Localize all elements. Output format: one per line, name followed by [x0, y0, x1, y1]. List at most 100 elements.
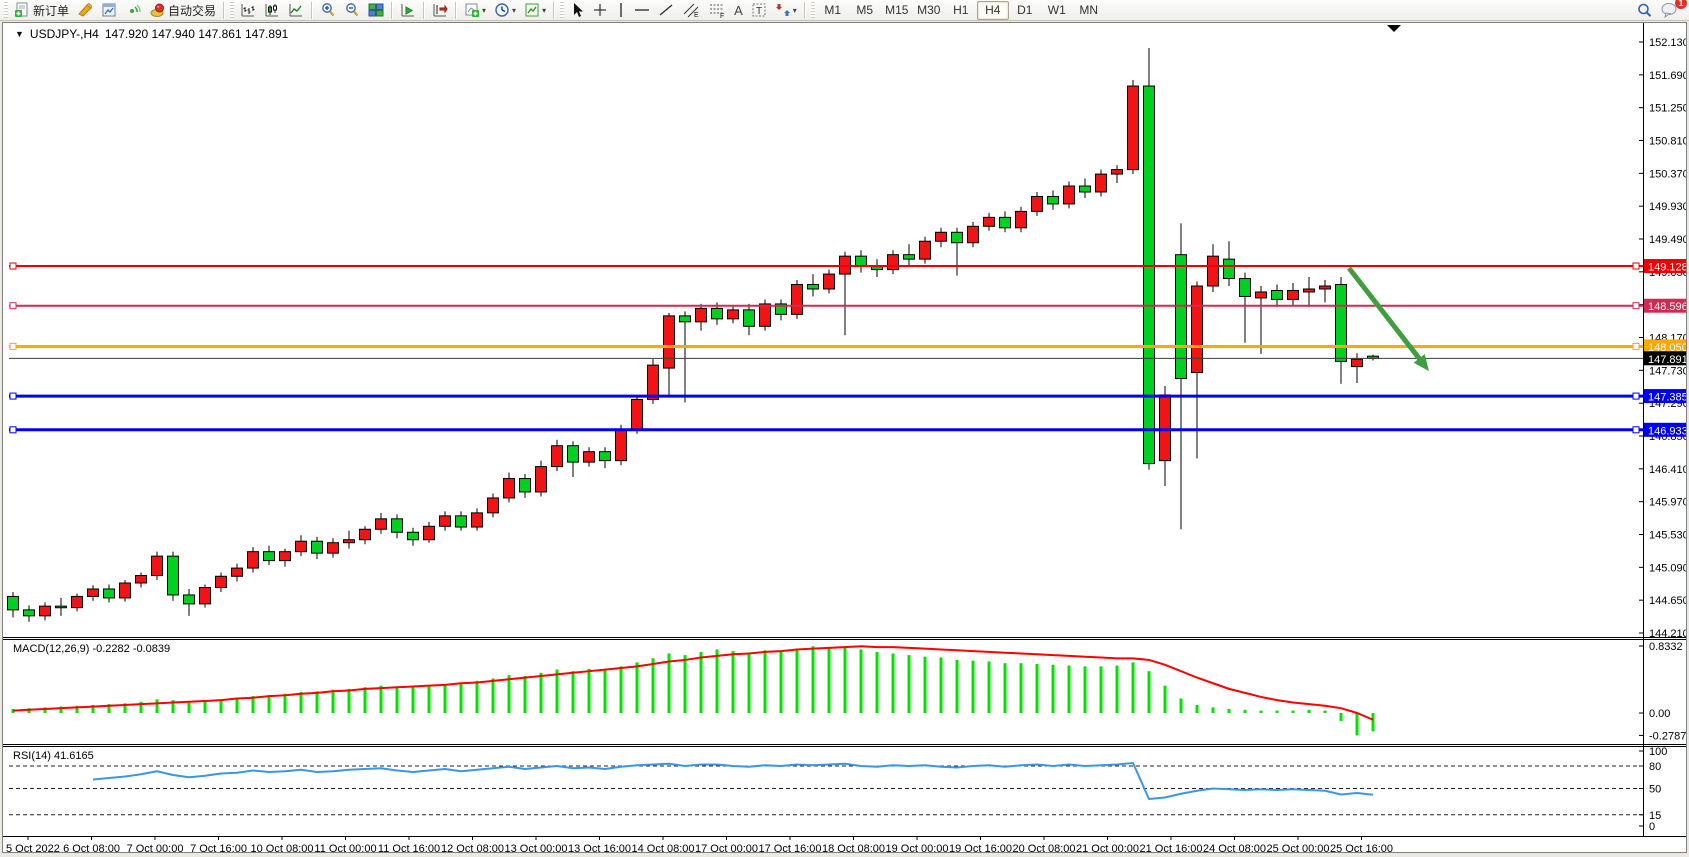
arrows-icon [775, 2, 791, 18]
hline-handle[interactable] [1632, 302, 1640, 310]
macd-axis-label: -0.2787 [1649, 730, 1686, 742]
toolbar-grip[interactable] [4, 2, 8, 18]
time-tick-label: 7 Oct 00:00 [127, 843, 184, 852]
timeframe-button-h4[interactable]: H4 [976, 0, 1009, 20]
toolbar-grip[interactable] [810, 2, 815, 18]
hline-handle[interactable] [9, 262, 17, 270]
chart-shift-button[interactable] [428, 0, 452, 21]
candle-up [695, 307, 707, 323]
text-button[interactable]: A [730, 0, 747, 21]
charts-window-button[interactable] [97, 0, 121, 21]
auto-trading-button[interactable]: 自动交易 [145, 0, 220, 21]
candle-down [311, 540, 323, 554]
fibonacci-button[interactable]: F [704, 0, 730, 21]
line-chart-button[interactable] [284, 0, 308, 21]
chart-window: ▼ USDJPY-,H4 147.920 147.940 147.861 147… [2, 22, 1687, 853]
candle-down [1047, 195, 1059, 205]
vertical-line-button[interactable] [612, 0, 630, 21]
periods-button[interactable]: ▾ [490, 0, 520, 21]
signal-icon [125, 2, 141, 18]
signal-button[interactable] [121, 0, 145, 21]
search-button[interactable] [1632, 0, 1657, 21]
price-line-label: 147.385 [1648, 392, 1686, 404]
price-line-label: 148.050 [1648, 342, 1686, 354]
equidistant-channel-button[interactable]: E [678, 0, 704, 21]
toolbar-separator [311, 1, 314, 19]
toolbar-grip[interactable] [230, 2, 235, 18]
arrows-button[interactable]: ▾ [771, 0, 801, 21]
notification-badge: 1 [1675, 0, 1687, 9]
trendline-button[interactable] [654, 0, 678, 21]
timeframe-button-m1[interactable]: M1 [824, 3, 842, 17]
tile-windows-icon [368, 2, 384, 18]
auto-scroll-icon [400, 2, 416, 18]
price-tick-label: 144.650 [1649, 595, 1686, 607]
arrow-object-head[interactable] [1413, 354, 1429, 372]
add-indicator-button[interactable]: ▾ [460, 0, 490, 21]
timeframe-button-h1[interactable]: H1 [953, 3, 969, 17]
price-line-label: 149.128 [1648, 262, 1686, 274]
candle-up [295, 540, 307, 553]
text-label-button[interactable]: T [747, 0, 771, 21]
bar-chart-icon [240, 2, 256, 18]
chart-title-row: ▼ USDJPY-,H4 147.920 147.940 147.861 147… [15, 27, 288, 41]
new-order-button[interactable]: 新订单 [10, 0, 73, 21]
candle-up [983, 216, 995, 227]
candlestick-chart-button[interactable] [260, 0, 284, 21]
hline-handle[interactable] [1632, 262, 1640, 270]
auto-scroll-button[interactable] [396, 0, 420, 21]
chart-canvas[interactable]: 152.130 151.690 151.250 150.810 150.370 149.9… [3, 23, 1686, 852]
timeframe-button-mn[interactable]: MN [1079, 3, 1099, 17]
crayon-button[interactable] [73, 0, 97, 21]
chart-shift-marker[interactable] [1387, 25, 1401, 32]
bar-chart-button[interactable] [236, 0, 260, 21]
hline-handle[interactable] [1632, 392, 1640, 400]
timeframe-button-w1[interactable]: W1 [1047, 3, 1066, 17]
hline-handle[interactable] [1632, 342, 1640, 350]
candle-up [327, 542, 339, 554]
candle-down [1223, 258, 1235, 280]
vertical-line-icon [616, 2, 626, 18]
crosshair-button[interactable] [588, 0, 612, 21]
toolbar-separator [553, 1, 556, 19]
candle-up [151, 555, 163, 577]
cursor-button[interactable] [566, 0, 588, 21]
hline-handle[interactable] [1632, 426, 1640, 434]
dropdown-arrow-icon: ▾ [512, 5, 517, 15]
hline-handle[interactable] [9, 392, 17, 400]
candle-up [1191, 285, 1203, 374]
timeframe-button-m5[interactable]: M5 [856, 3, 874, 17]
hline-handle[interactable] [9, 426, 17, 434]
macd-signal-line [12, 645, 1374, 721]
candle-up [823, 273, 835, 290]
candle-down [679, 315, 691, 323]
candle-up [791, 284, 803, 315]
arrow-object[interactable] [1347, 266, 1425, 365]
horizontal-line-icon [634, 2, 650, 18]
tile-windows-button[interactable] [364, 0, 388, 21]
candle-up [551, 445, 563, 468]
comments-button[interactable]: 1 [1657, 0, 1687, 21]
candle-up [503, 478, 515, 499]
time-tick-label: 11 Oct 00:00 [314, 843, 376, 852]
zoom-in-button[interactable] [316, 0, 340, 21]
collapse-icon[interactable]: ▼ [15, 29, 24, 39]
candle-up [359, 528, 371, 541]
zoom-out-button[interactable] [340, 0, 364, 21]
timeframe-button-m30[interactable]: M30 [917, 3, 941, 17]
templates-button[interactable]: ▾ [520, 0, 550, 21]
timeframe-button-d1[interactable]: D1 [1017, 3, 1033, 17]
hline-handle[interactable] [9, 342, 17, 350]
candle-down [1335, 284, 1347, 362]
time-tick-label: 17 Oct 00:00 [695, 843, 758, 852]
toolbar-grip[interactable] [560, 2, 565, 18]
horizontal-line-button[interactable] [630, 0, 654, 21]
search-icon [1636, 2, 1653, 19]
candle-up [759, 303, 771, 327]
rsi-axis-label: 80 [1649, 761, 1661, 773]
candle-down [871, 266, 883, 271]
hline-handle[interactable] [9, 302, 17, 310]
candle-down [391, 518, 403, 533]
timeframe-button-m15[interactable]: M15 [885, 3, 909, 17]
